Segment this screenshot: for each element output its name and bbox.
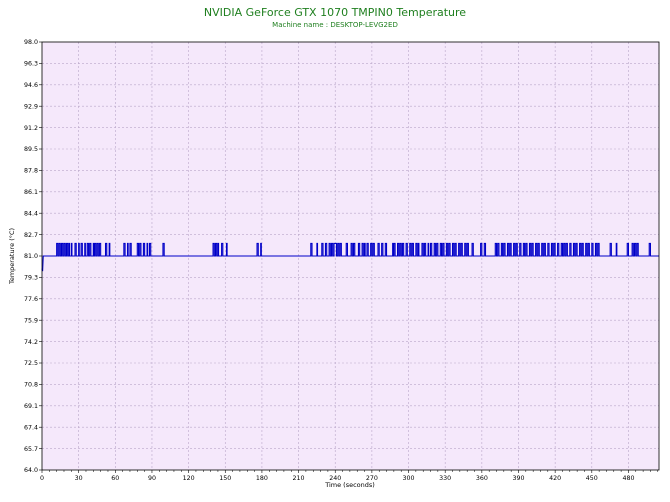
y-tick-label: 69.1 bbox=[24, 403, 38, 410]
y-tick-label: 91.2 bbox=[24, 125, 38, 132]
x-tick-label: 150 bbox=[219, 475, 231, 482]
y-tick-label: 89.5 bbox=[24, 146, 38, 153]
x-tick-label: 0 bbox=[40, 475, 44, 482]
x-tick-label: 360 bbox=[476, 475, 488, 482]
x-tick-label: 180 bbox=[256, 475, 268, 482]
x-tick-label: 270 bbox=[366, 475, 378, 482]
y-tick-label: 67.4 bbox=[24, 424, 38, 431]
x-tick-label: 480 bbox=[622, 475, 634, 482]
y-tick-label: 96.3 bbox=[24, 61, 38, 68]
x-tick-label: 330 bbox=[439, 475, 451, 482]
x-tick-label: 60 bbox=[111, 475, 119, 482]
y-tick-label: 77.6 bbox=[24, 296, 38, 303]
x-tick-label: 420 bbox=[549, 475, 561, 482]
y-tick-label: 64.0 bbox=[24, 467, 38, 474]
x-tick-label: 390 bbox=[512, 475, 524, 482]
y-tick-label: 98.0 bbox=[24, 39, 38, 46]
x-tick-label: 120 bbox=[183, 475, 195, 482]
y-axis-label: Temperature (°C) bbox=[8, 228, 16, 285]
chart-title: NVIDIA GeForce GTX 1070 TMPIN0 Temperatu… bbox=[204, 6, 466, 19]
y-tick-label: 81.0 bbox=[24, 253, 38, 260]
chart-subtitle: Machine name : DESKTOP-LEVG2ED bbox=[272, 21, 398, 29]
y-tick-label: 65.7 bbox=[24, 446, 38, 453]
y-tick-label: 79.3 bbox=[24, 275, 38, 282]
y-tick-label: 86.1 bbox=[24, 189, 38, 196]
x-tick-label: 450 bbox=[586, 475, 598, 482]
x-tick-label: 210 bbox=[293, 475, 305, 482]
y-tick-label: 82.7 bbox=[24, 232, 38, 239]
x-tick-label: 90 bbox=[148, 475, 156, 482]
y-tick-label: 87.8 bbox=[24, 168, 38, 175]
y-tick-label: 84.4 bbox=[24, 210, 38, 217]
x-tick-label: 240 bbox=[329, 475, 341, 482]
x-tick-label: 300 bbox=[403, 475, 415, 482]
y-tick-label: 94.6 bbox=[24, 82, 38, 89]
x-axis-ticks: 0 30 60 90 120 150 180 210 240 270 300 330 360 390 420… bbox=[40, 470, 659, 482]
y-axis-ticks: 64.0 65.7 67.4 69.1 70.8 72.5 74.2 75.9 77.6 79.3… bbox=[24, 39, 42, 474]
y-tick-label: 92.9 bbox=[24, 103, 38, 110]
x-axis-label: Time (seconds) bbox=[324, 481, 375, 489]
y-tick-label: 75.9 bbox=[24, 317, 38, 324]
grid-lines bbox=[42, 42, 659, 470]
temperature-series-line bbox=[41, 242, 659, 272]
x-tick-label: 30 bbox=[75, 475, 83, 482]
y-tick-label: 70.8 bbox=[24, 382, 38, 389]
plot-border bbox=[41, 41, 660, 471]
y-tick-label: 72.5 bbox=[24, 360, 38, 367]
y-tick-label: 74.2 bbox=[24, 339, 38, 346]
